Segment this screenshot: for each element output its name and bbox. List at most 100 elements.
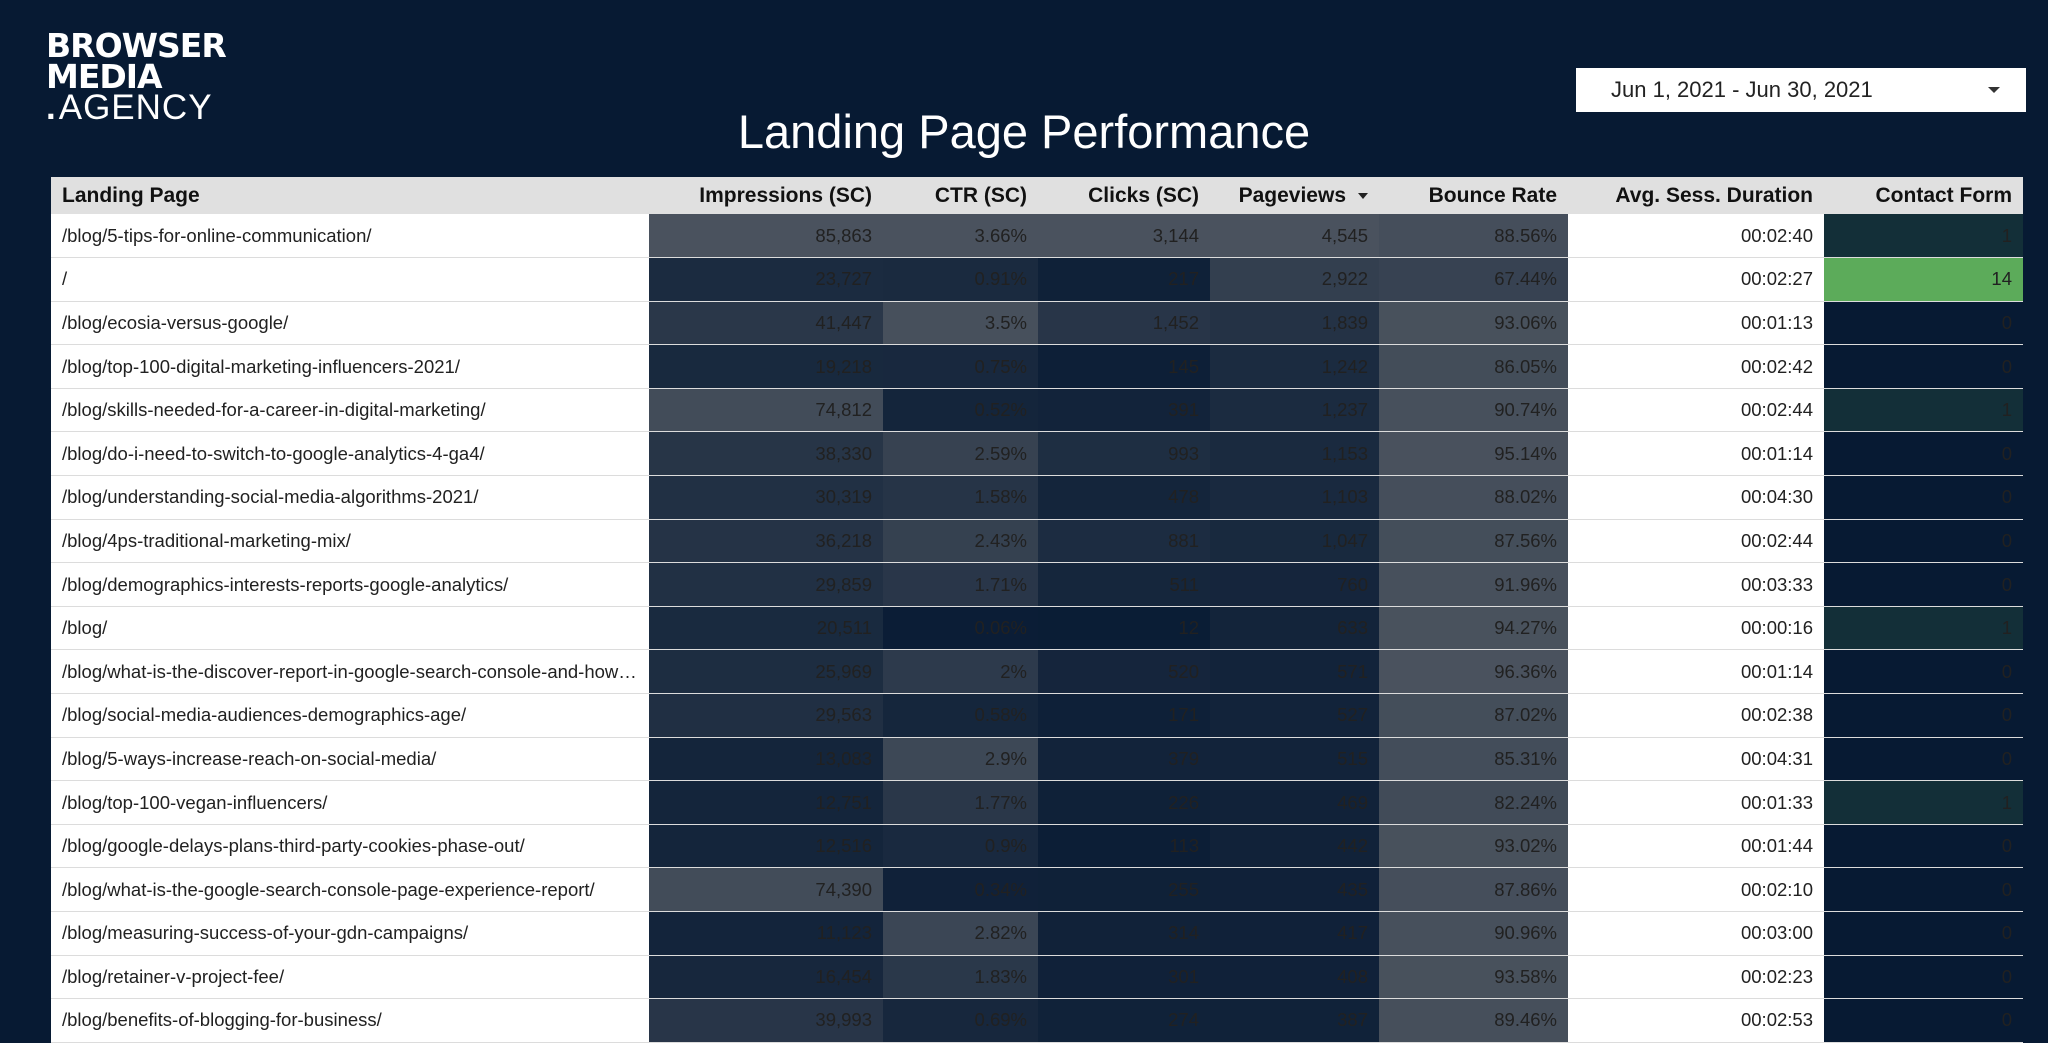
cell-ctr: 0.52% <box>883 388 1038 433</box>
cell-pageviews: 2,922 <box>1210 257 1379 302</box>
cell-contact: 0 <box>1824 867 2023 912</box>
cell-impressions: 11,123 <box>649 911 883 956</box>
table-header-row: Landing Page Impressions (SC) CTR (SC) Clic… <box>51 177 2023 214</box>
cell-clicks: 391 <box>1038 388 1210 433</box>
cell-page: /blog/skills-needed-for-a-career-in-digi… <box>51 388 649 433</box>
table-row: /blog/what-is-the-google-search-console-… <box>51 867 2023 912</box>
cell-impressions: 39,993 <box>649 998 883 1043</box>
table-row: /blog/5-ways-increase-reach-on-social-me… <box>51 737 2023 782</box>
logo-line-media: MEDIA <box>46 57 163 96</box>
cell-impressions: 85,863 <box>649 214 883 259</box>
table-row: /blog/retainer-v-project-fee/16,454 1.83%… <box>51 955 2023 1000</box>
table-row: /blog/4ps-traditional-marketing-mix/36,2… <box>51 519 2023 564</box>
cell-contact: 0 <box>1824 911 2023 956</box>
column-header-impressions[interactable]: Impressions (SC) <box>649 177 883 214</box>
table-row: /blog/understanding-social-media-algorit… <box>51 475 2023 520</box>
cell-pageviews: 387 <box>1210 998 1379 1043</box>
cell-contact: 0 <box>1824 301 2023 346</box>
cell-page: /blog/what-is-the-discover-report-in-goo… <box>51 649 649 695</box>
cell-duration: 00:01:14 <box>1568 649 1824 695</box>
landing-page-table: Landing Page Impressions (SC) CTR (SC) Clic… <box>51 177 2023 1043</box>
column-header-clicks[interactable]: Clicks (SC) <box>1038 177 1210 214</box>
table-row: /23,727 0.91% 217 2,922 67.44% 00:02:27 14 <box>51 257 2023 302</box>
cell-contact: 14 <box>1824 257 2023 302</box>
cell-impressions: 25,969 <box>649 649 883 695</box>
cell-ctr: 0.58% <box>883 693 1038 738</box>
cell-impressions: 23,727 <box>649 257 883 302</box>
cell-duration: 00:03:33 <box>1568 562 1824 607</box>
cell-ctr: 0.69% <box>883 998 1038 1043</box>
cell-pageviews: 408 <box>1210 955 1379 1000</box>
cell-impressions: 12,751 <box>649 780 883 825</box>
cell-clicks: 379 <box>1038 737 1210 782</box>
cell-bounce: 87.86% <box>1379 867 1568 912</box>
cell-impressions: 29,563 <box>649 693 883 738</box>
column-header-page[interactable]: Landing Page <box>51 177 649 214</box>
cell-page: /blog/retainer-v-project-fee/ <box>51 955 649 1000</box>
cell-duration: 00:01:14 <box>1568 431 1824 477</box>
column-header-label: Avg. Sess. Duration <box>1615 183 1813 207</box>
cell-contact: 0 <box>1824 344 2023 389</box>
cell-bounce: 90.96% <box>1379 911 1568 956</box>
cell-duration: 00:02:10 <box>1568 867 1824 912</box>
column-header-duration[interactable]: Avg. Sess. Duration <box>1568 177 1824 214</box>
cell-pageviews: 1,103 <box>1210 475 1379 520</box>
cell-ctr: 0.34% <box>883 867 1038 912</box>
cell-duration: 00:01:44 <box>1568 824 1824 869</box>
cell-pageviews: 1,153 <box>1210 431 1379 477</box>
cell-bounce: 93.06% <box>1379 301 1568 346</box>
cell-page: /blog/what-is-the-google-search-console-… <box>51 867 649 912</box>
cell-pageviews: 760 <box>1210 562 1379 607</box>
cell-clicks: 171 <box>1038 693 1210 738</box>
cell-ctr: 2.82% <box>883 911 1038 956</box>
cell-ctr: 1.77% <box>883 780 1038 825</box>
table-row: /blog/what-is-the-discover-report-in-goo… <box>51 649 2023 695</box>
cell-bounce: 82.24% <box>1379 780 1568 825</box>
cell-bounce: 96.36% <box>1379 649 1568 695</box>
cell-ctr: 2.9% <box>883 737 1038 782</box>
cell-duration: 00:04:30 <box>1568 475 1824 520</box>
table-row: /blog/social-media-audiences-demographic… <box>51 693 2023 738</box>
cell-bounce: 88.56% <box>1379 214 1568 259</box>
logo-agency-text: AGENCY <box>58 88 213 127</box>
cell-impressions: 41,447 <box>649 301 883 346</box>
date-range-picker[interactable]: Jun 1, 2021 - Jun 30, 2021 <box>1576 68 2026 112</box>
cell-clicks: 113 <box>1038 824 1210 869</box>
column-header-label: Contact Form <box>1875 183 2013 207</box>
column-header-pageviews[interactable]: Pageviews <box>1210 177 1379 214</box>
column-header-ctr[interactable]: CTR (SC) <box>883 177 1038 214</box>
column-header-label: CTR (SC) <box>934 183 1027 207</box>
cell-clicks: 12 <box>1038 606 1210 651</box>
brand-logo: BROWSER MEDIA .AGENCY <box>46 29 227 125</box>
cell-page: /blog/ecosia-versus-google/ <box>51 301 649 346</box>
cell-clicks: 274 <box>1038 998 1210 1043</box>
table-row: /blog/top-100-vegan-influencers/12,751 1.… <box>51 780 2023 825</box>
table-row: /blog/google-delays-plans-third-party-co… <box>51 824 2023 869</box>
logo-dot: . <box>46 88 57 127</box>
cell-clicks: 217 <box>1038 257 1210 302</box>
cell-bounce: 88.02% <box>1379 475 1568 520</box>
column-header-bounce[interactable]: Bounce Rate <box>1379 177 1568 214</box>
column-header-contact[interactable]: Contact Form <box>1824 177 2023 214</box>
cell-bounce: 85.31% <box>1379 737 1568 782</box>
cell-duration: 00:03:00 <box>1568 911 1824 956</box>
cell-clicks: 255 <box>1038 867 1210 912</box>
dropdown-caret-icon <box>1988 87 2000 93</box>
cell-pageviews: 435 <box>1210 867 1379 912</box>
cell-page: /blog/5-ways-increase-reach-on-social-me… <box>51 737 649 782</box>
cell-bounce: 89.46% <box>1379 998 1568 1043</box>
table-row: /blog/top-100-digital-marketing-influenc… <box>51 344 2023 389</box>
cell-impressions: 19,218 <box>649 344 883 389</box>
cell-duration: 00:02:44 <box>1568 388 1824 433</box>
cell-bounce: 91.96% <box>1379 562 1568 607</box>
cell-impressions: 20,511 <box>649 606 883 651</box>
cell-ctr: 0.9% <box>883 824 1038 869</box>
cell-bounce: 95.14% <box>1379 431 1568 477</box>
cell-clicks: 881 <box>1038 519 1210 564</box>
cell-duration: 00:02:38 <box>1568 693 1824 738</box>
cell-ctr: 2% <box>883 649 1038 695</box>
cell-impressions: 29,859 <box>649 562 883 607</box>
table-row: /blog/5-tips-for-online-communication/85… <box>51 214 2023 259</box>
cell-pageviews: 417 <box>1210 911 1379 956</box>
sort-descending-icon[interactable] <box>1358 192 1368 199</box>
